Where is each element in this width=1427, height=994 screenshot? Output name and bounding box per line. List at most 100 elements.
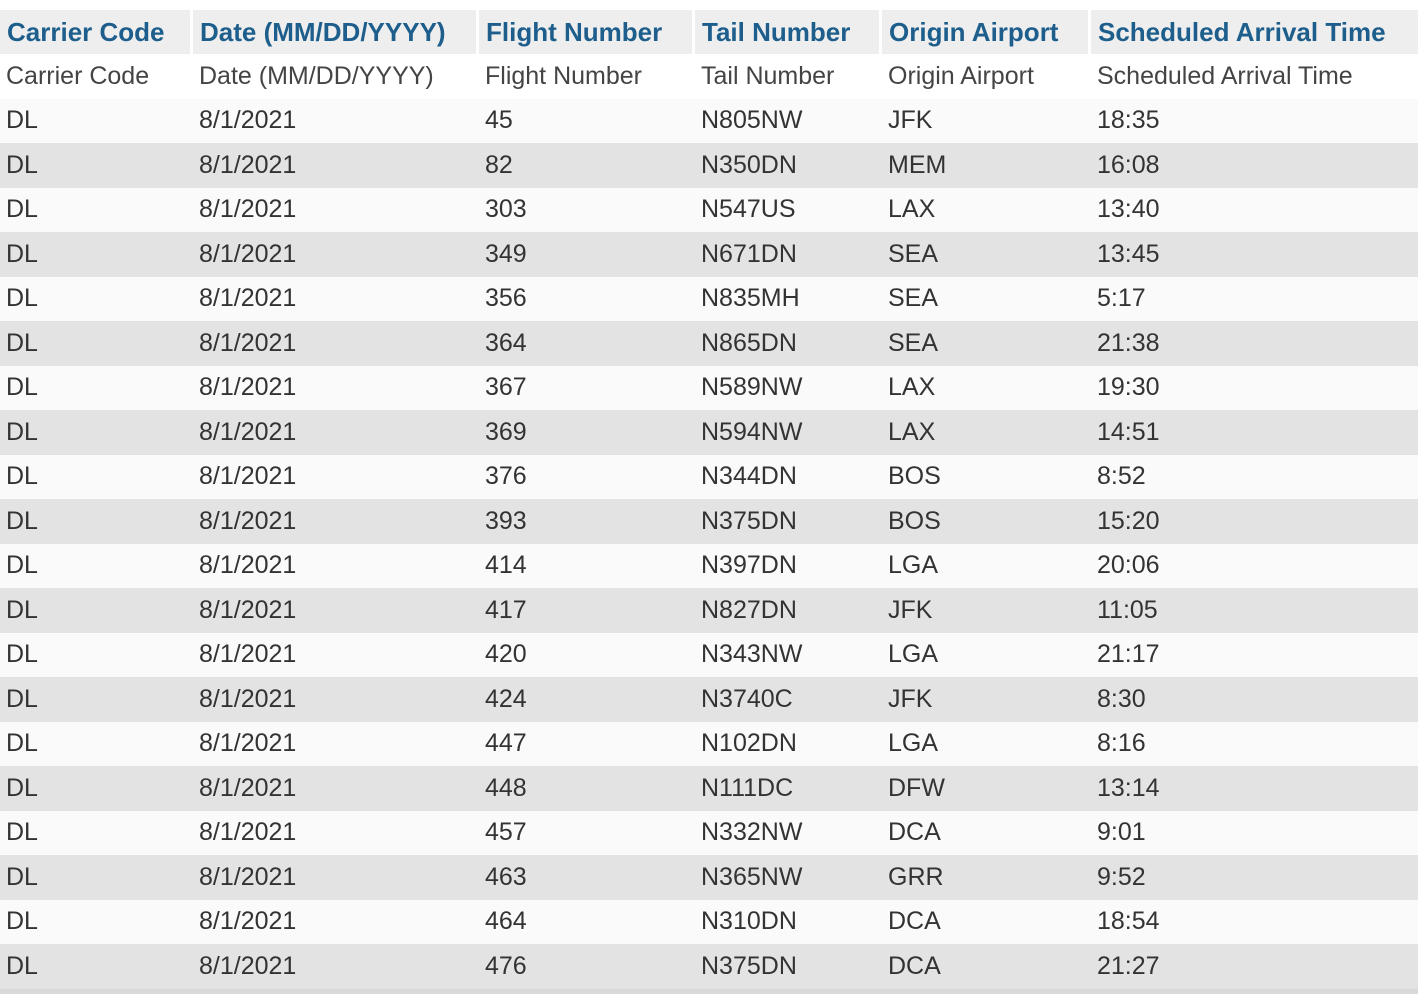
flight-number-cell: 420 <box>479 632 695 677</box>
origin-airport-cell: GRR <box>882 855 1091 900</box>
carrier-code-cell: DL <box>0 276 193 321</box>
flight-number-cell: 414 <box>479 543 695 588</box>
column-header-origin-airport[interactable]: Origin Airport <box>882 10 1091 54</box>
origin-airport-cell: JFK <box>882 677 1091 722</box>
origin-airport-cell: MEM <box>882 143 1091 188</box>
origin-airport-cell: DFW <box>882 766 1091 811</box>
column-header-flight-number[interactable]: Flight Number <box>479 10 695 54</box>
table-row[interactable]: DL 8/1/2021 356 N835MH SEA 5:17 <box>0 276 1418 321</box>
origin-airport-cell: JFK <box>882 98 1091 143</box>
date-cell: 8/1/2021 <box>193 766 479 811</box>
table-row[interactable]: DL 8/1/2021 476 N375DN DCA 21:27 <box>0 944 1418 989</box>
table-row[interactable]: DL 8/1/2021 393 N375DN BOS 15:20 <box>0 499 1418 544</box>
carrier-code-cell: DL <box>0 810 193 855</box>
date-cell: 8/1/2021 <box>193 899 479 944</box>
tail-number-cell: N827DN <box>695 588 882 633</box>
carrier-code-cell: DL <box>0 410 193 455</box>
origin-airport-cell: LGA <box>882 632 1091 677</box>
tail-number-cell: N310DN <box>695 899 882 944</box>
table-row[interactable]: DL 8/1/2021 367 N589NW LAX 19:30 <box>0 365 1418 410</box>
table-row[interactable]: DL 8/1/2021 420 N343NW LGA 21:17 <box>0 632 1418 677</box>
label-cell-scheduled-arrival-time: Scheduled Arrival Time <box>1091 54 1418 99</box>
carrier-code-cell: DL <box>0 499 193 544</box>
carrier-code-cell: DL <box>0 677 193 722</box>
scheduled-arrival-time-cell: 11:05 <box>1091 588 1418 633</box>
origin-airport-cell: LAX <box>882 365 1091 410</box>
scheduled-arrival-time-cell: 20:06 <box>1091 543 1418 588</box>
date-cell: 8/1/2021 <box>193 410 479 455</box>
tail-number-cell: N594NW <box>695 410 882 455</box>
origin-airport-cell: LAX <box>882 410 1091 455</box>
origin-airport-cell: SEA <box>882 276 1091 321</box>
table-row[interactable]: DL 8/1/2021 303 N547US LAX 13:40 <box>0 187 1418 232</box>
scheduled-arrival-time-cell: 13:45 <box>1091 232 1418 277</box>
flight-number-cell: 82 <box>479 143 695 188</box>
date-cell: 8/1/2021 <box>193 588 479 633</box>
tail-number-cell: N350DN <box>695 143 882 188</box>
date-cell: 8/1/2021 <box>193 365 479 410</box>
table-row[interactable]: DL 8/1/2021 376 N344DN BOS 8:52 <box>0 454 1418 499</box>
column-header-date[interactable]: Date (MM/DD/YYYY) <box>193 10 479 54</box>
date-cell: 8/1/2021 <box>193 543 479 588</box>
flight-number-cell: 303 <box>479 187 695 232</box>
date-cell: 8/1/2021 <box>193 499 479 544</box>
tail-number-cell: N397DN <box>695 543 882 588</box>
table-row[interactable]: DL 8/1/2021 364 N865DN SEA 21:38 <box>0 321 1418 366</box>
flight-number-cell: 463 <box>479 855 695 900</box>
flight-number-cell: 356 <box>479 276 695 321</box>
flight-number-cell: 369 <box>479 410 695 455</box>
flight-number-cell: 448 <box>479 766 695 811</box>
scheduled-arrival-time-cell: 18:35 <box>1091 98 1418 143</box>
flight-number-cell: 447 <box>479 721 695 766</box>
scheduled-arrival-time-cell: 15:20 <box>1091 499 1418 544</box>
scheduled-arrival-time-cell: 19:30 <box>1091 365 1418 410</box>
label-cell-origin-airport: Origin Airport <box>882 54 1091 99</box>
date-cell: 8/1/2021 <box>193 232 479 277</box>
table-row[interactable]: DL 8/1/2021 349 N671DN SEA 13:45 <box>0 232 1418 277</box>
column-header-carrier-code[interactable]: Carrier Code <box>0 10 193 54</box>
date-cell: 8/1/2021 <box>193 98 479 143</box>
origin-airport-cell: JFK <box>882 588 1091 633</box>
tail-number-cell: N375DN <box>695 499 882 544</box>
carrier-code-cell: DL <box>0 721 193 766</box>
column-header-scheduled-arrival-time[interactable]: Scheduled Arrival Time <box>1091 10 1418 54</box>
tail-number-cell: N375DN <box>695 944 882 989</box>
tail-number-cell: N547US <box>695 187 882 232</box>
table-row[interactable]: DL 8/1/2021 369 N594NW LAX 14:51 <box>0 410 1418 455</box>
table-row[interactable]: DL 8/1/2021 45 N805NW JFK 18:35 <box>0 98 1418 143</box>
flight-number-cell: 457 <box>479 810 695 855</box>
carrier-code-cell: DL <box>0 98 193 143</box>
column-header-tail-number[interactable]: Tail Number <box>695 10 882 54</box>
flight-number-cell: 367 <box>479 365 695 410</box>
scheduled-arrival-time-cell: 13:14 <box>1091 766 1418 811</box>
flight-number-cell: 45 <box>479 98 695 143</box>
table-row[interactable]: DL 8/1/2021 82 N350DN MEM 16:08 <box>0 143 1418 188</box>
origin-airport-cell: LAX <box>882 187 1091 232</box>
tail-number-cell: N589NW <box>695 365 882 410</box>
table-row[interactable]: DL 8/1/2021 414 N397DN LGA 20:06 <box>0 543 1418 588</box>
tail-number-cell: N111DC <box>695 766 882 811</box>
origin-airport-cell: DCA <box>882 944 1091 989</box>
scheduled-arrival-time-cell: 8:52 <box>1091 454 1418 499</box>
scheduled-arrival-time-cell: 13:40 <box>1091 187 1418 232</box>
table-row[interactable]: DL 8/1/2021 448 N111DC DFW 13:14 <box>0 766 1418 811</box>
date-cell: 8/1/2021 <box>193 944 479 989</box>
table-row[interactable]: DL 8/1/2021 417 N827DN JFK 11:05 <box>0 588 1418 633</box>
table-row[interactable]: DL 8/1/2021 457 N332NW DCA 9:01 <box>0 810 1418 855</box>
flight-number-cell: 417 <box>479 588 695 633</box>
origin-airport-cell: BOS <box>882 454 1091 499</box>
date-cell: 8/1/2021 <box>193 321 479 366</box>
carrier-code-cell: DL <box>0 321 193 366</box>
carrier-code-cell: DL <box>0 855 193 900</box>
table-row[interactable]: DL 8/1/2021 424 N3740C JFK 8:30 <box>0 677 1418 722</box>
tail-number-cell: N865DN <box>695 321 882 366</box>
carrier-code-cell: DL <box>0 543 193 588</box>
carrier-code-cell: DL <box>0 632 193 677</box>
table-row[interactable]: DL 8/1/2021 447 N102DN LGA 8:16 <box>0 721 1418 766</box>
scheduled-arrival-time-cell: 8:16 <box>1091 721 1418 766</box>
table-row[interactable]: DL 8/1/2021 463 N365NW GRR 9:52 <box>0 855 1418 900</box>
date-cell: 8/1/2021 <box>193 721 479 766</box>
tail-number-cell: N343NW <box>695 632 882 677</box>
scheduled-arrival-time-cell: 8:30 <box>1091 677 1418 722</box>
table-row[interactable]: DL 8/1/2021 464 N310DN DCA 18:54 <box>0 899 1418 944</box>
